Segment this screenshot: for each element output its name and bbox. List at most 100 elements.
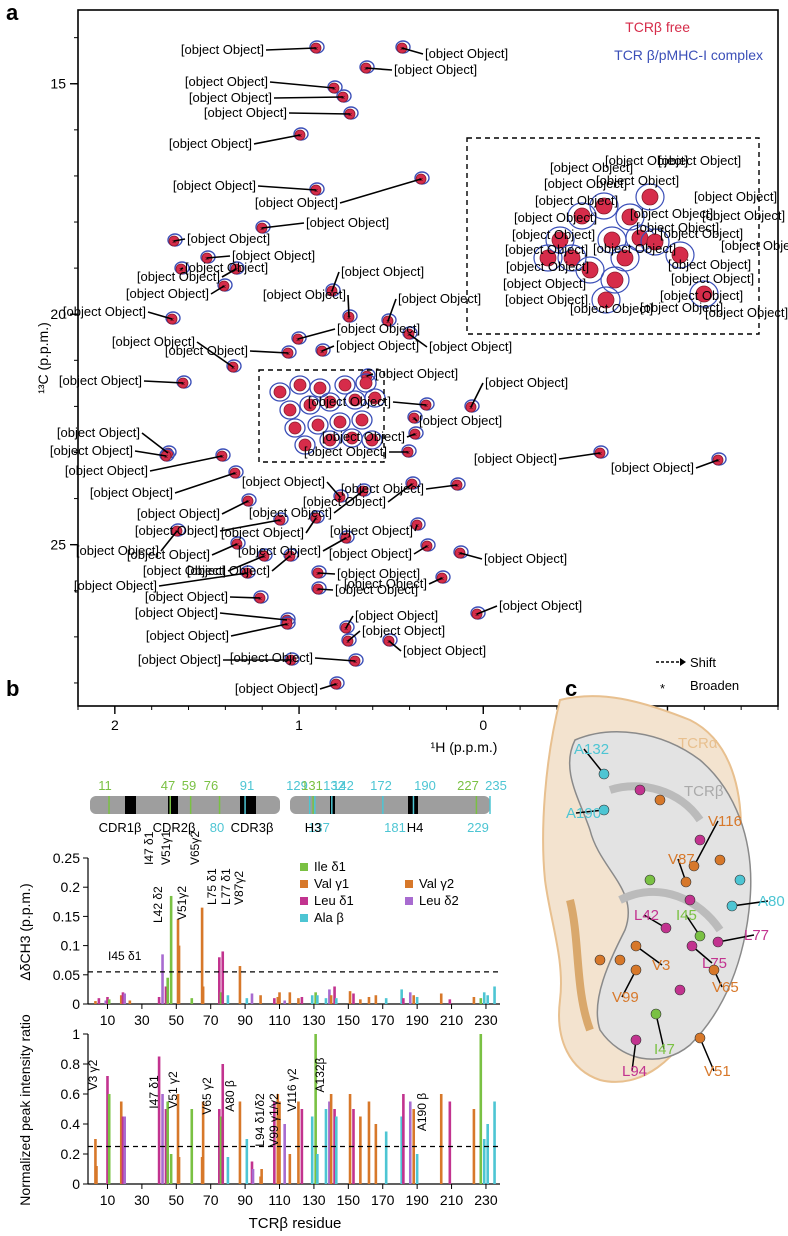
data-bar (439, 1094, 443, 1184)
data-bar (251, 1169, 255, 1184)
inset-free-peak (563, 249, 581, 267)
data-bar (164, 1109, 168, 1184)
methyl-sphere (686, 940, 698, 952)
inset-free-peak (641, 188, 659, 206)
data-bar (482, 992, 486, 1004)
peak-cross: × (170, 317, 174, 324)
peak-cross: × (361, 489, 365, 496)
intensity-annotation: V116 γ2 (285, 1068, 299, 1111)
methyl-sphere (650, 1008, 662, 1020)
inset-complex-peak (635, 183, 665, 211)
data-bar (288, 1154, 292, 1184)
label-leader (261, 222, 305, 229)
y-tick-label: 0.05 (53, 967, 80, 983)
data-bar (106, 1076, 109, 1184)
data-bar (334, 1116, 338, 1184)
peak-cross: × (314, 188, 318, 195)
label-leader (347, 294, 350, 318)
label-leader (406, 433, 416, 438)
peak-label: [object Object] (126, 286, 209, 301)
y-tick-label: 25 (50, 537, 66, 553)
inset-label: [object Object] (506, 259, 589, 274)
inset-free-peak (603, 231, 621, 249)
data-bar (177, 945, 181, 1004)
data-bar (273, 998, 276, 1004)
label-leader (271, 555, 291, 572)
x-tick-label: 170 (371, 1012, 395, 1028)
methyl-sphere-extra (654, 794, 666, 806)
data-bar (408, 992, 412, 1004)
data-bar (119, 995, 123, 1004)
cluster-free-peak (323, 433, 337, 447)
intensity-annotation: L94 δ1/δ2 (253, 1093, 267, 1147)
label-leader (387, 483, 413, 503)
data-bar (166, 1101, 169, 1184)
inset-complex-peak (545, 226, 575, 254)
data-bar (190, 998, 194, 1004)
cluster-free-peak (298, 438, 312, 452)
data-bar (408, 1101, 412, 1184)
x-tick-label: 190 (405, 1192, 429, 1208)
inset-label: [object Object] (593, 241, 676, 256)
label-leader (459, 552, 483, 560)
data-bar (479, 998, 483, 1004)
cluster-complex-peak (294, 435, 316, 455)
data-bar (278, 1101, 281, 1184)
methyl-sphere-extra (684, 894, 696, 906)
data-bar (201, 1101, 205, 1184)
data-bar (245, 1139, 249, 1184)
methyl-sphere-extra (734, 874, 746, 886)
domain-number-top: 129 (286, 778, 308, 793)
peak-label: [object Object] (232, 248, 315, 263)
methyl-sphere-extra (634, 784, 646, 796)
shift-arrowhead (680, 658, 686, 666)
peak-label: [object Object] (173, 178, 256, 193)
peak-cross: × (220, 454, 224, 461)
inset-complex-peak (533, 244, 563, 272)
label-leader (413, 417, 418, 422)
structure-leader (731, 900, 769, 907)
cluster-complex-peak (319, 392, 341, 412)
domain-number-top: 131 (301, 778, 323, 793)
inset-free-peak (621, 208, 639, 226)
domain-region-label: CDR1β (99, 820, 142, 835)
intensity-annotation: V3 γ2 (86, 1059, 100, 1090)
data-bar (314, 1034, 317, 1184)
legend-swatch (300, 914, 308, 922)
peak-label: [object Object] (249, 505, 332, 520)
label-leader (269, 81, 335, 89)
structure-leader (699, 1037, 715, 1072)
chart1-y-label: ΔδCH3 (p.p.m.) (17, 883, 33, 980)
domain-region-label: CDR3β (231, 820, 274, 835)
peak-cross: × (440, 576, 444, 583)
inset-label: [object Object] (605, 153, 688, 168)
peak-label: [object Object] (50, 443, 133, 458)
data-bar (245, 998, 249, 1004)
data-bar (166, 977, 169, 1004)
methyl-sphere (630, 1034, 642, 1046)
peak-label: [object Object] (189, 90, 272, 105)
inset-free-peak (616, 249, 634, 267)
label-leader (221, 500, 249, 515)
inset-free-peak (597, 291, 615, 309)
data-bar (486, 995, 489, 1004)
tcra-label: TCRα (678, 735, 718, 752)
label-leader (339, 178, 422, 204)
domain-number-top: 91 (240, 778, 254, 793)
y-tick-label: 0.1 (61, 938, 81, 954)
structure-leader (635, 945, 663, 966)
cluster-free-peak (338, 378, 352, 392)
data-bar (121, 992, 125, 1004)
peak-label: [object Object] (146, 628, 229, 643)
label-leader (273, 96, 344, 99)
peak-label: [object Object] (169, 136, 252, 151)
peak-cross: × (413, 432, 417, 439)
label-leader (211, 543, 238, 556)
peak-label: [object Object] (429, 339, 512, 354)
inset-label: [object Object] (660, 226, 743, 241)
peak-label: [object Object] (230, 650, 313, 665)
domain-number-bottom: 181 (384, 820, 406, 835)
inset-complex-peak (591, 286, 621, 314)
structure-label: L42 (634, 907, 659, 924)
